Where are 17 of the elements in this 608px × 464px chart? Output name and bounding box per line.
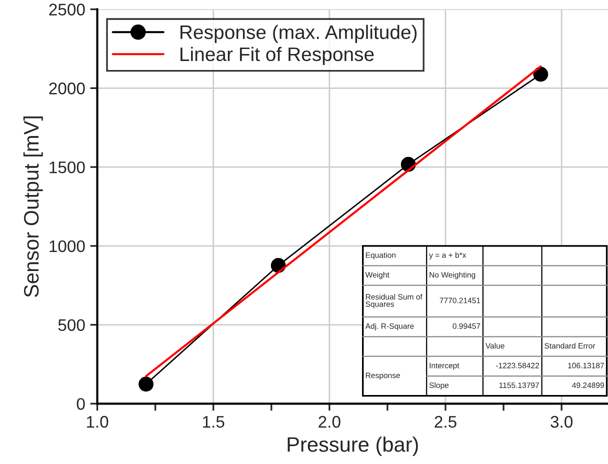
- y-tick-label: 2500: [49, 4, 85, 16]
- y-tick-label: 2000: [49, 82, 85, 94]
- x-tick-label: 1.0: [86, 416, 108, 428]
- legend-label: Response (max. Amplitude): [180, 24, 417, 43]
- y-tick-label: 0: [76, 398, 85, 410]
- legend-label: Linear Fit of Response: [180, 46, 374, 65]
- x-tick-label: 3.0: [550, 416, 573, 428]
- y-tick-label: 1000: [50, 240, 85, 252]
- x-tick-label: 2.5: [434, 416, 456, 428]
- y-tick-label: 1500: [50, 161, 85, 174]
- x-axis-title: Pressure (bar): [288, 436, 418, 456]
- x-tick-label: 1.5: [203, 416, 224, 428]
- point: [138, 376, 154, 392]
- y-axis-title: Sensor Output [mV]: [23, 116, 43, 298]
- y-tick-label: 500: [58, 319, 85, 332]
- x-tick-label: 2.0: [318, 416, 340, 428]
- point: [533, 66, 548, 82]
